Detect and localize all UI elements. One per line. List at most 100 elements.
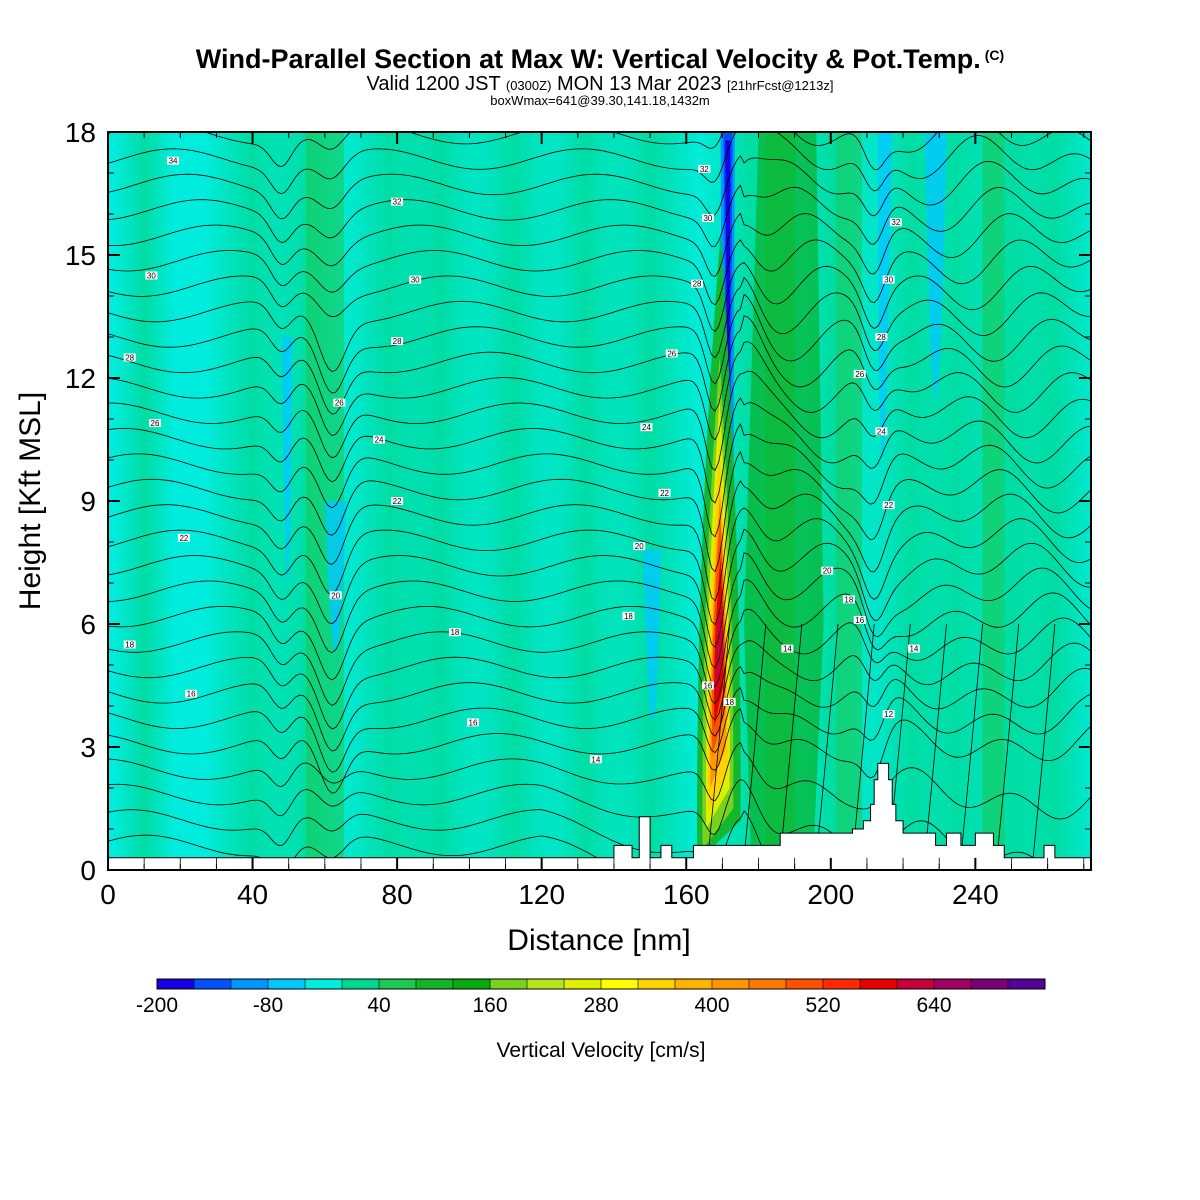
velocity-band: [642, 550, 661, 723]
colorbar-tick-labels: -200 -80 40 160 280 400 520 640: [136, 994, 952, 1017]
isentrope-label-box: [391, 197, 404, 206]
isentrope-label: 28: [123, 353, 136, 363]
colorbar-tick-label: 400: [694, 994, 729, 1017]
isentrope: [1032, 623, 1056, 858]
colorbar-swatch: [786, 979, 824, 989]
colorbar-swatch: [379, 979, 417, 989]
isentrope-label-text: 24: [642, 423, 651, 432]
x-tick-label: 120: [518, 879, 565, 910]
isentrope-label-text: 18: [725, 698, 734, 707]
isentrope-label-text: 14: [909, 645, 918, 654]
isentrope: [108, 665, 1091, 752]
isentrope-label-text: 28: [877, 333, 886, 342]
isentrope-label-box: [148, 419, 161, 428]
x-tick-label: 40: [237, 879, 268, 910]
isentrope-label: 24: [875, 427, 888, 436]
y-tick-label: 6: [80, 609, 96, 640]
isentrope: [108, 212, 1091, 277]
colorbar-tick-label: 640: [916, 994, 951, 1017]
isentrope-label: 30: [145, 271, 158, 281]
isentrope-label-box: [177, 533, 190, 542]
velocity-band: [924, 132, 947, 399]
isentrope-label: 32: [889, 218, 902, 227]
isentrope-label: 24: [373, 435, 386, 445]
isentrope-label: 30: [409, 275, 422, 285]
isentrope-label-box: [448, 628, 461, 637]
y-tick-label: 0: [80, 855, 96, 886]
isentrope-label-text: 16: [469, 718, 478, 727]
colorbar-swatch: [601, 979, 639, 989]
isentrope-label-box: [691, 279, 704, 288]
colorbar-swatch: [490, 979, 528, 989]
velocity-band: [281, 337, 293, 583]
isentrope: [108, 640, 1091, 730]
velocity-band: [835, 132, 862, 870]
isentrope-label: 20: [633, 542, 646, 551]
y-axis-label: Height [Kft MSL]: [14, 392, 47, 610]
velocity-band: [600, 132, 701, 870]
isentrope-label: 28: [875, 333, 888, 342]
isentrope-label-box: [875, 427, 888, 436]
colorbar-swatch: [564, 979, 602, 989]
isentrope: [108, 809, 775, 870]
velocity-band: [744, 132, 824, 870]
box-info: boxWmax=641@39.30,141.18,1432m: [490, 93, 710, 108]
isentrope: [707, 623, 731, 858]
colorbar-tick-label: -200: [136, 994, 178, 1017]
isentrope-label-box: [701, 681, 714, 690]
colorbar-swatch: [971, 979, 1009, 989]
isentrope-label: 26: [333, 398, 346, 408]
isentrope-label: 12: [882, 710, 895, 719]
isentrope-label-box: [781, 644, 794, 653]
isentrope-label-box: [658, 488, 671, 497]
x-tick-label: 80: [382, 879, 413, 910]
colorbar-tick-label: 40: [367, 994, 390, 1017]
isentrope-label: 26: [853, 369, 866, 379]
colorbar-swatch: [1008, 979, 1046, 989]
isentrope-label: 14: [589, 755, 602, 764]
isentrope-label-text: 26: [335, 399, 344, 408]
isentrope-label-box: [665, 349, 678, 358]
isentrope-label-text: 22: [660, 489, 669, 498]
isentrope-label-box: [123, 353, 136, 362]
isentrope-label-box: [185, 689, 198, 698]
isentrope-label-text: 30: [703, 214, 712, 223]
isentrope: [108, 552, 1091, 669]
valid-utc: (0300Z): [505, 78, 552, 93]
isentrope-label-text: 18: [125, 641, 134, 650]
velocity-band: [877, 132, 893, 460]
isentrope-label-text: 12: [884, 710, 893, 719]
colorbar-swatch: [823, 979, 861, 989]
isentrope-label-text: 28: [393, 337, 402, 346]
isentrope-label-box: [882, 501, 895, 510]
isentrope-label-text: 30: [884, 276, 893, 285]
isentrope-label-text: 32: [393, 198, 402, 207]
title-mark: (C): [984, 47, 1005, 63]
isentrope-label-box: [622, 611, 635, 620]
isentrope: [815, 623, 839, 858]
isentrope-label: 30: [882, 275, 895, 285]
isentrope-label: 24: [640, 423, 653, 432]
isentrope-label-text: 26: [667, 349, 676, 358]
chart-subtitle: Valid 1200 JST (0300Z) MON 13 Mar 2023 […: [0, 73, 1200, 96]
isentrope-label-text: 26: [151, 419, 160, 428]
isentrope: [108, 239, 1091, 306]
y-tick-label: 18: [65, 117, 96, 148]
isentrope-label: 14: [781, 644, 794, 654]
isentrope-label-box: [907, 644, 920, 653]
isentrope: [108, 293, 1091, 394]
isentrope-label: 22: [882, 501, 895, 510]
isentrope-label-text: 30: [411, 276, 420, 285]
isentrope-label-text: 22: [884, 501, 893, 510]
isentrope: [108, 261, 1091, 333]
isentrope: [108, 687, 1091, 773]
y-tick-label: 12: [65, 363, 96, 394]
isentrope-label: 18: [123, 640, 136, 650]
colorbar-swatch: [231, 979, 269, 989]
colorbar-swatch: [860, 979, 898, 989]
isentrope-label-box: [889, 218, 902, 227]
isentrope-label-text: 32: [700, 165, 709, 174]
isentrope-label: 22: [658, 488, 671, 498]
isentrope-label-text: 16: [703, 682, 712, 691]
y-tick-label: 15: [65, 240, 96, 271]
